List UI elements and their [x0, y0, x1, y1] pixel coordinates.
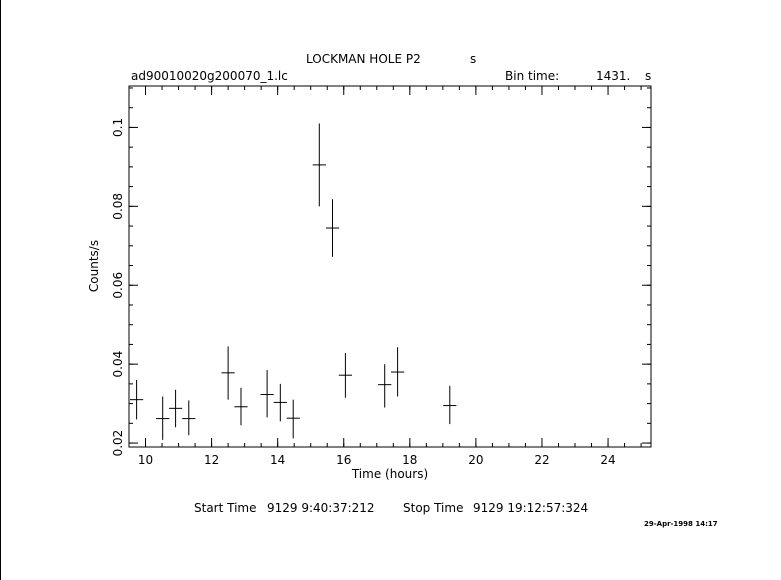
x-tick-label: 18 [402, 453, 417, 467]
data-point [182, 400, 196, 436]
data-point [129, 379, 144, 420]
plot-timestamp: 29-Apr-1998 14:17 [644, 520, 718, 528]
bin-time-value: 1431. [596, 69, 631, 83]
data-point [378, 364, 392, 408]
data-point [221, 346, 235, 400]
x-tick-label: 22 [534, 453, 549, 467]
y-tick-label: 0.02 [111, 430, 125, 457]
y-tick-label: 0.06 [111, 272, 125, 299]
x-tick-label: 16 [336, 453, 351, 467]
data-point [168, 389, 183, 428]
file-name: ad90010020g200070_1.lc [131, 69, 288, 83]
data-point [325, 199, 340, 257]
data-point [156, 396, 170, 440]
window-left-border [0, 0, 1, 580]
data-point [234, 387, 248, 426]
start-time-label: Start Time [194, 501, 257, 515]
data-point [286, 399, 300, 439]
stop-time-label: Stop Time [403, 501, 464, 515]
y-axis-label: Counts/s [87, 240, 101, 292]
object-suffix: s [470, 52, 477, 66]
start-time-value: 9129 9:40:37:212 [267, 501, 375, 515]
object-name: LOCKMAN HOLE P2 [306, 52, 421, 66]
data-point [338, 353, 353, 398]
axis-ticks [128, 86, 651, 447]
data-point [443, 385, 457, 425]
stop-time-value: 9129 19:12:57:324 [473, 501, 589, 515]
x-tick-label: 10 [138, 453, 153, 467]
x-tick-label: 14 [270, 453, 285, 467]
y-tick-label: 0.04 [111, 351, 125, 378]
data-point [312, 123, 326, 207]
plot-frame [128, 85, 652, 448]
data-point [273, 383, 287, 422]
axis-tick-labels: 10 12 14 16 18 20 22 24 0.02 0.04 0.06 0.08 0.1 [111, 118, 616, 467]
data-points [129, 123, 457, 440]
data-point [260, 370, 274, 418]
data-point [390, 347, 405, 397]
x-tick-label: 20 [468, 453, 483, 467]
x-tick-label: 12 [204, 453, 219, 467]
x-tick-label: 24 [600, 453, 615, 467]
y-tick-label: 0.08 [111, 193, 125, 220]
y-tick-label: 0.1 [111, 118, 125, 137]
bin-time-label: Bin time: [505, 69, 560, 83]
bin-time-unit: s [645, 69, 652, 83]
x-axis-label: Time (hours) [351, 467, 428, 481]
